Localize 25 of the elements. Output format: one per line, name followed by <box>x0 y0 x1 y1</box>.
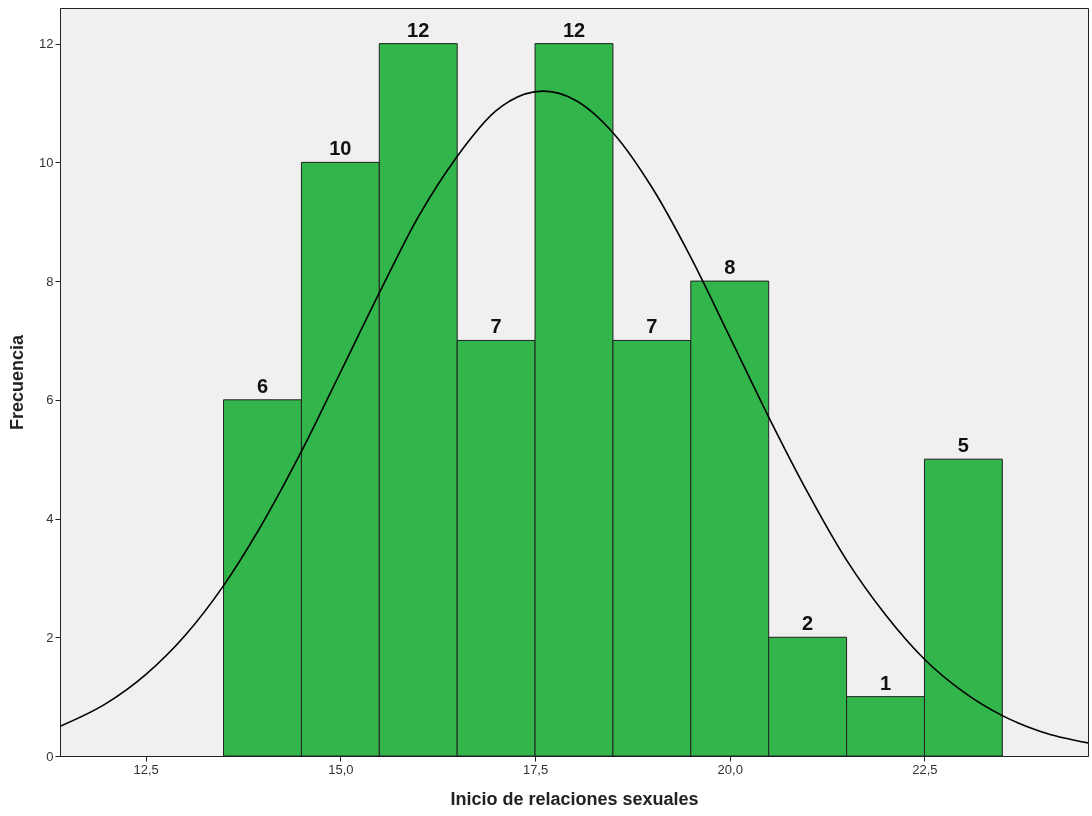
y-tick-label: 6 <box>46 392 54 408</box>
y-tick-label: 4 <box>46 511 54 527</box>
line-series <box>60 90 1088 744</box>
y-axis-title: Frecuencia <box>7 333 28 431</box>
x-tick-label: 22,5 <box>912 761 938 777</box>
data-label: 8 <box>724 256 736 279</box>
data-label: 2 <box>802 612 814 635</box>
x-axis-title: Inicio de relaciones sexuales <box>450 788 699 809</box>
data-label: 5 <box>957 434 969 457</box>
data-label: 6 <box>256 374 269 397</box>
y-tick-label: 12 <box>39 36 54 52</box>
data-label: 1 <box>879 671 892 694</box>
y-tick-label: 2 <box>46 629 54 645</box>
data-label: 12 <box>562 18 586 41</box>
y-tick-label: 0 <box>46 748 54 764</box>
x-tick-label: 12,5 <box>133 761 159 777</box>
data-label: 7 <box>490 315 502 338</box>
data-label: 10 <box>329 137 352 160</box>
data-label: 7 <box>646 315 658 338</box>
y-tick-label: 10 <box>39 154 54 170</box>
y-tick-label: 8 <box>46 273 54 289</box>
x-tick-label: 15,0 <box>328 761 354 777</box>
data-label: 12 <box>407 18 430 41</box>
x-tick-label: 17,5 <box>522 761 549 777</box>
x-tick-label: 20,0 <box>717 761 743 777</box>
